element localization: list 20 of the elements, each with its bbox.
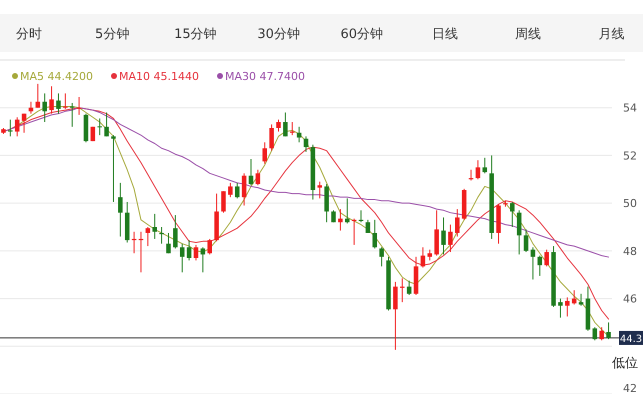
y-tick-label: 42 (623, 382, 637, 394)
text: 5分钟 (95, 27, 130, 42)
text: 日线 (432, 27, 458, 42)
legend-label: MA5 44.4200 (20, 70, 93, 83)
text: 30分钟 (257, 27, 300, 42)
text: 分时 (16, 27, 42, 42)
legend-label: MA10 45.1440 (119, 70, 199, 83)
text: 60分钟 (340, 27, 384, 42)
line-series (2, 107, 610, 258)
text: 周线 (515, 27, 542, 42)
text: 月线 (598, 27, 624, 42)
y-tick-label: 48 (623, 244, 637, 258)
annotation: 低位 (612, 356, 638, 371)
y-tick-label: 50 (623, 197, 637, 210)
text: 15分钟 (174, 27, 217, 42)
y-tick-label: 52 (623, 149, 637, 162)
legend-label: MA30 47.7400 (225, 70, 305, 83)
ref-line-label: 44.3 (620, 334, 642, 345)
y-tick-label: 54 (623, 102, 637, 115)
y-tick-label: 46 (623, 292, 637, 306)
